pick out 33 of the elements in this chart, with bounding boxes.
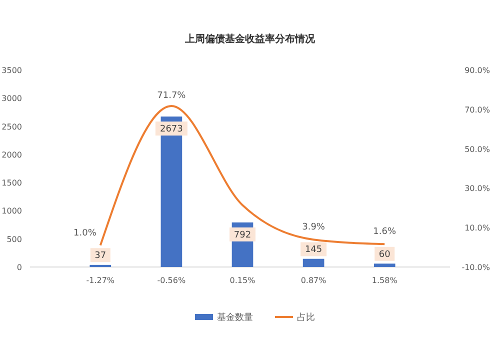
data-label: 37 [94,251,106,262]
legend-label: 占比 [297,312,315,323]
x-tick-label: -0.56% [157,276,186,285]
chart-title: 上周偏债基金收益率分布情况 [184,33,316,45]
y2-tick-label: 70.0% [464,105,490,114]
data-label: 60 [378,250,391,260]
y-tick-label: 3000 [2,94,22,104]
x-tick-label: 0.15% [230,276,256,285]
data-label: 3.9% [302,222,326,233]
y-tick-label: 1500 [2,178,22,188]
data-label: 145 [304,245,322,256]
y-tick-label: 2500 [2,122,22,132]
legend-label: 基金数量 [217,312,253,323]
y2-tick-label: -10.0% [462,263,490,272]
bar [374,264,396,267]
y2-tick-label: 30.0% [464,184,490,194]
data-label: 792 [234,230,252,240]
y-tick-label: 3500 [2,66,22,75]
data-label: 2673 [160,124,183,135]
x-tick-label: -1.27% [86,276,115,285]
data-label: 71.7% [157,91,186,102]
bar [302,258,324,267]
data-label: 1.0% [74,228,97,238]
y-tick-label: 0 [16,263,22,272]
y2-tick-label: 90.0% [464,66,490,75]
y-tick-label: 500 [6,234,22,244]
x-tick-label: 1.58% [372,276,398,285]
data-label: 1.6% [373,227,396,238]
x-tick-label: 0.87% [300,276,327,285]
y-tick-label: 2000 [2,150,22,160]
y2-tick-label: 10.0% [464,224,490,233]
y2-tick-label: 50.0% [464,144,490,154]
y-tick-label: 1000 [2,206,22,216]
